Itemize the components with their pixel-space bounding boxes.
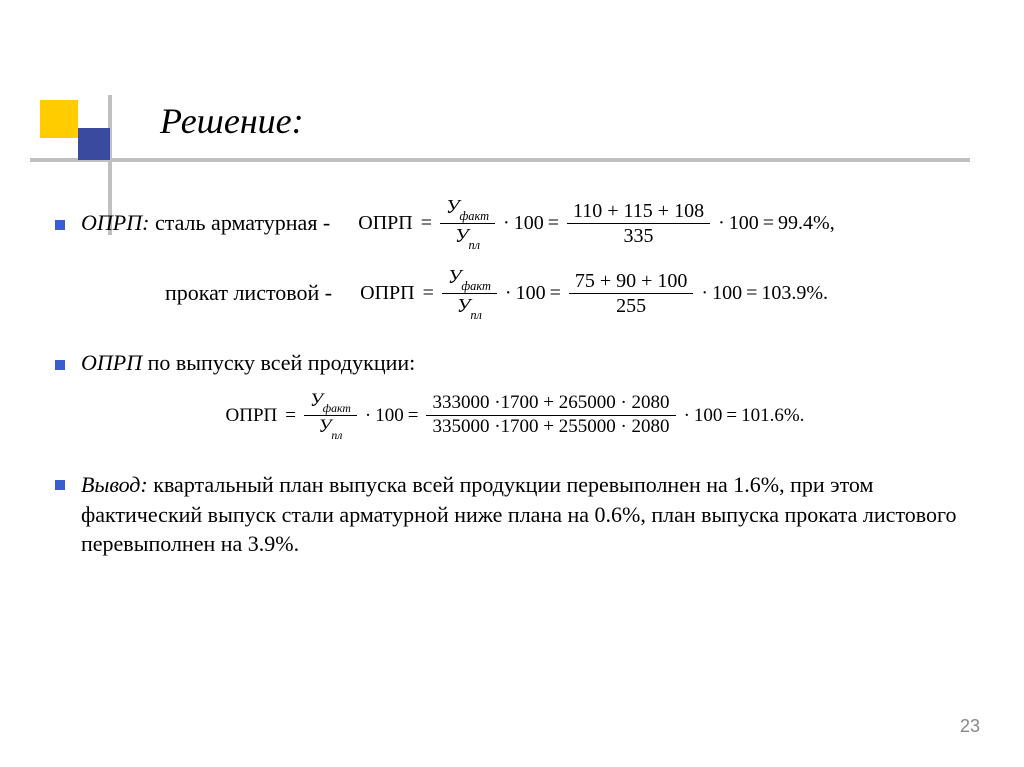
equals-sign: = [423,282,434,305]
logo-square-blue [78,128,110,160]
f1-den-sym: У [455,225,468,247]
f3-frac2-num: 333000 ·1700 + 265000 · 2080 [426,392,675,416]
f1-num-sub: факт [459,209,489,223]
f1-result: 99.4%, [778,212,835,235]
f2-frac1: Уфакт Упл [442,265,497,321]
equals-sign: = [550,282,561,305]
slide-logo [30,70,150,190]
conclusion-body: квартальный план выпуска всей продукции … [81,472,957,556]
item3-rest: по выпуску всей продукции: [142,350,415,375]
item2-label: прокат листовой - [165,280,332,306]
conclusion-text: Вывод: квартальный план выпуска всей про… [81,470,975,559]
f2-num-sym: У [448,266,461,288]
f2-frac2-den: 255 [610,294,652,318]
bullet-icon [55,360,65,370]
f3-num-sub: факт [323,402,351,415]
equals-sign: = [746,282,757,305]
f1-frac2-num: 110 + 115 + 108 [567,199,710,224]
f1-mult: 100 [514,212,544,235]
f2-lhs: ОПРП [360,282,414,305]
item-all-products: ОПРП по выпуску всей продукции: [55,350,975,376]
item3-formula-row: ОПРП = Уфакт Упл · 100 = 333000 ·1700 + … [55,390,975,443]
conclusion-prefix: Вывод: [81,472,148,497]
f3-frac1: Уфакт Упл [304,390,357,443]
f1-frac1: Уфакт Упл [440,195,495,251]
f2-den-sym: У [457,295,470,317]
equals-sign: = [726,405,737,427]
f2-num-sub: факт [461,279,491,293]
item1-label-text: сталь арматурная - [149,210,330,235]
equals-sign: = [421,212,432,235]
dot-op: · [503,212,510,235]
f1-num-sym: У [446,196,459,218]
f2-mult: 100 [516,282,546,305]
f1-frac2: 110 + 115 + 108 335 [567,199,710,248]
f3-lhs: ОПРП [226,405,278,427]
bullet-icon [55,480,65,490]
equals-sign: = [548,212,559,235]
logo-hbar [30,158,970,162]
logo-square-yellow [40,100,78,138]
item1-prefix: ОПРП: [81,210,149,235]
f1-den-sub: пл [468,238,480,252]
slide-title: Решение: [160,100,304,142]
item3-prefix: ОПРП [81,350,142,375]
page-number: 23 [960,716,980,737]
f3-mult: 100 [375,405,404,427]
dot-op: · [718,212,725,235]
equals-sign: = [285,405,296,427]
f3-num-sym: У [310,390,323,411]
f2-den-sub: пл [470,308,482,322]
f2-mult2: 100 [712,282,742,305]
f3-frac2-den: 335000 ·1700 + 255000 · 2080 [426,416,675,439]
equals-sign: = [408,405,419,427]
item-steel-rebar: ОПРП: сталь арматурная - ОПРП = Уфакт Уп… [55,195,975,251]
f1-mult2: 100 [729,212,759,235]
item2-formula: ОПРП = Уфакт Упл · 100 = 75 + 90 + 100 2… [360,265,828,321]
slide-content: ОПРП: сталь арматурная - ОПРП = Уфакт Уп… [55,195,975,559]
item-sheet-metal: прокат листовой - ОПРП = Уфакт Упл · 100… [165,265,975,321]
f1-frac2-den: 335 [618,224,660,248]
f2-frac2: 75 + 90 + 100 255 [569,269,694,318]
conclusion: Вывод: квартальный план выпуска всей про… [55,470,975,559]
f2-frac2-num: 75 + 90 + 100 [569,269,694,294]
item1-label: ОПРП: сталь арматурная - [81,210,330,236]
equals-sign: = [763,212,774,235]
dot-op: · [365,405,371,427]
f1-lhs: ОПРП [358,212,412,235]
dot-op: · [505,282,512,305]
f3-mult2: 100 [694,405,723,427]
f2-result: 103.9%. [761,282,828,305]
dot-op: · [701,282,708,305]
f3-den-sym: У [319,416,332,437]
item1-formula: ОПРП = Уфакт Упл · 100 = 110 + 115 + 108… [358,195,834,251]
dot-op: · [684,405,690,427]
item3-label: ОПРП по выпуску всей продукции: [81,350,415,376]
f3-frac2: 333000 ·1700 + 265000 · 2080 335000 ·170… [426,392,675,439]
bullet-icon [55,220,65,230]
slide: Решение: ОПРП: сталь арматурная - ОПРП =… [0,0,1024,767]
item3-formula: ОПРП = Уфакт Упл · 100 = 333000 ·1700 + … [226,390,805,443]
f3-den-sub: пл [331,429,342,442]
f3-result: 101.6%. [741,405,804,427]
